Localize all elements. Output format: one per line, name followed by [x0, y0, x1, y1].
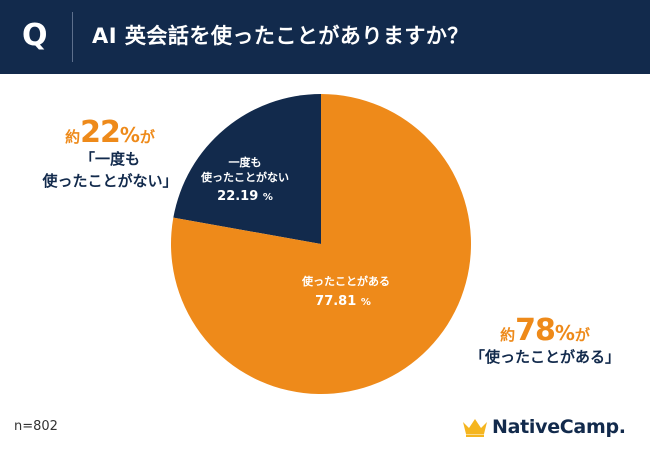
crown-icon: [463, 419, 487, 437]
slice-used-label: 使ったことがある: [301, 274, 390, 288]
pie-slice-used: [170, 94, 472, 394]
sample-size-label: n=802: [14, 419, 58, 434]
slice-used-value: 77.81 %: [315, 294, 371, 309]
annotation-used-label: 「使ったことがある」: [469, 348, 620, 366]
annotation-never-prefix: 約: [65, 128, 81, 146]
annotation-used-prefix: 約: [500, 326, 516, 344]
annotation-never-percent: 約22%が: [30, 118, 190, 148]
brand-name: NativeCamp.: [492, 416, 626, 438]
annotation-never-label-2: 使ったことがない」: [42, 172, 178, 190]
annotation-never-unit: %: [119, 123, 140, 147]
annotation-never-suffix: が: [139, 128, 155, 146]
annotation-used: 約78%が 「使ったことがある」: [455, 316, 635, 368]
annotation-never-number: 22: [80, 115, 121, 150]
pie-slice-never: [173, 94, 321, 244]
annotation-used-unit: %: [554, 321, 575, 345]
slice-never-label-line2: 使ったことがない: [200, 170, 289, 184]
annotation-used-percent: 約78%が: [455, 316, 635, 346]
slice-never-value: 22.19 %: [217, 189, 273, 204]
question-title: AI 英会話を使ったことがありますか？: [92, 24, 469, 48]
annotation-used-suffix: が: [574, 326, 590, 344]
annotation-used-number: 78: [515, 313, 556, 348]
slice-never-label-line1: 一度も: [229, 155, 262, 169]
header-divider: [72, 12, 73, 62]
brand-logo: NativeCamp.: [462, 414, 626, 440]
annotation-never: 約22%が 「一度も 使ったことがない」: [30, 118, 190, 192]
header-bar: Q AI 英会話を使ったことがありますか？: [0, 0, 650, 74]
annotation-never-label-1: 「一度も: [79, 150, 140, 168]
question-mark-label: Q: [22, 18, 48, 53]
